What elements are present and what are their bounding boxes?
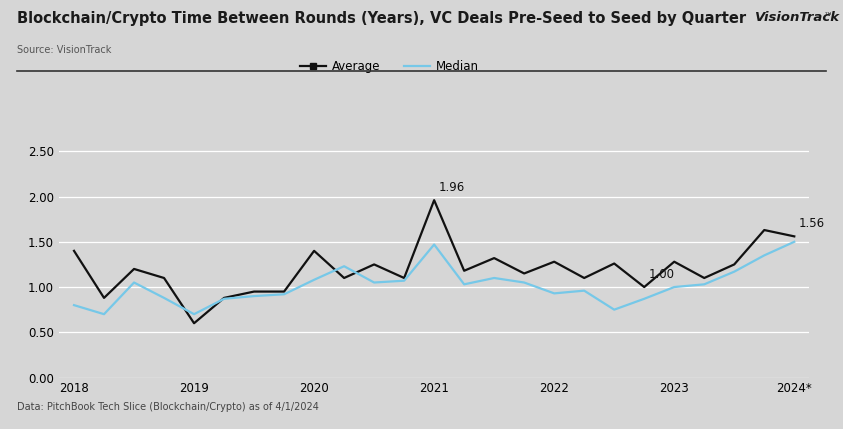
Text: VisionTrack: VisionTrack	[754, 11, 840, 24]
Text: 1.00: 1.00	[649, 268, 674, 281]
Text: Blockchain/Crypto Time Between Rounds (Years), VC Deals Pre-Seed to Seed by Quar: Blockchain/Crypto Time Between Rounds (Y…	[17, 11, 746, 26]
Text: 1.56: 1.56	[799, 217, 825, 230]
Text: ™: ™	[824, 12, 833, 21]
Text: Data: PitchBook Tech Slice (Blockchain/Crypto) as of 4/1/2024: Data: PitchBook Tech Slice (Blockchain/C…	[17, 402, 319, 412]
Text: 1.96: 1.96	[438, 181, 464, 194]
Text: Source: VisionTrack: Source: VisionTrack	[17, 45, 111, 55]
Legend: Average, Median: Average, Median	[295, 55, 483, 77]
